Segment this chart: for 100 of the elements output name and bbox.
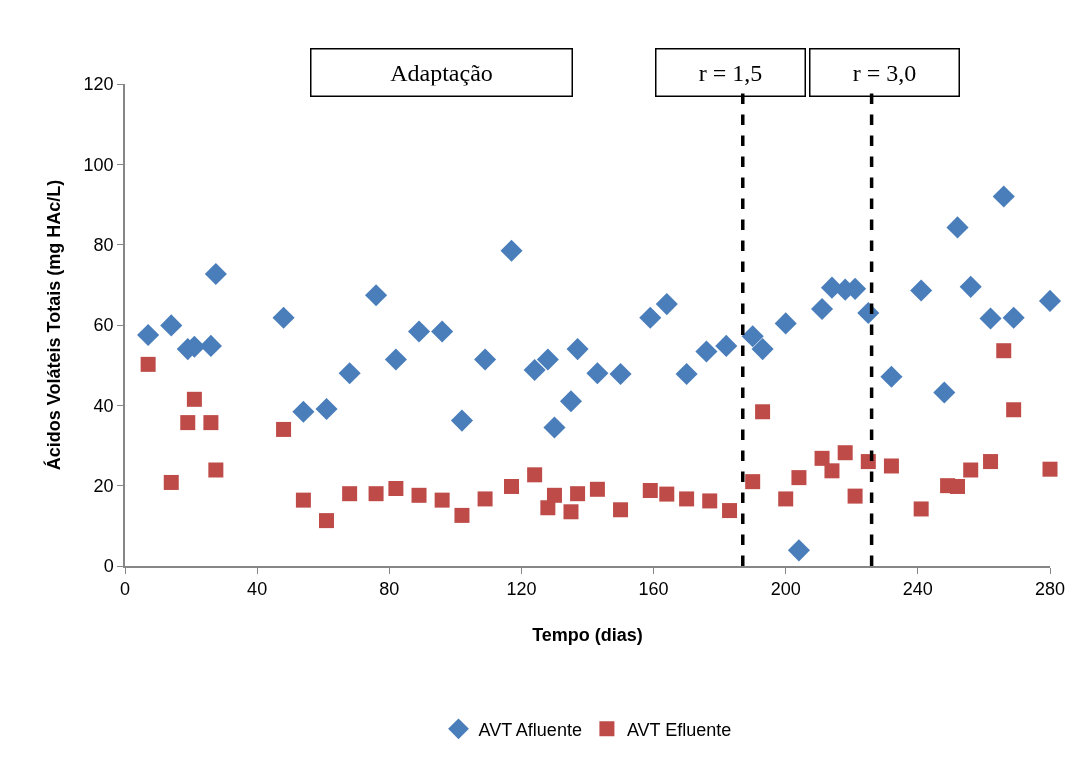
point <box>837 445 853 461</box>
legend-label: AVT Afluente <box>478 719 582 740</box>
point <box>272 306 295 329</box>
y-tick-label: 120 <box>83 74 114 95</box>
point <box>543 416 566 439</box>
point <box>860 454 876 470</box>
point <box>563 504 579 520</box>
x-tick-label: 0 <box>119 579 131 600</box>
point <box>883 458 899 474</box>
point <box>751 338 774 361</box>
point <box>913 501 929 517</box>
point <box>655 293 678 316</box>
point <box>295 492 311 508</box>
point <box>388 480 404 496</box>
point <box>199 334 222 357</box>
point <box>675 362 698 386</box>
point <box>774 312 797 335</box>
point <box>204 262 227 286</box>
point <box>979 307 1002 330</box>
point <box>814 450 830 466</box>
point <box>778 491 794 507</box>
x-tick-label: 120 <box>506 579 537 600</box>
point <box>702 493 718 509</box>
point <box>787 539 810 562</box>
point <box>500 239 523 262</box>
point <box>996 343 1012 359</box>
point <box>609 362 632 386</box>
point <box>180 415 196 431</box>
point <box>613 502 629 518</box>
legend-label: AVT Efluente <box>626 719 732 740</box>
point <box>570 486 586 502</box>
point <box>791 470 807 486</box>
point <box>546 487 562 503</box>
y-tick-label: 20 <box>93 475 114 496</box>
point <box>384 348 407 371</box>
y-tick-label: 40 <box>93 395 114 416</box>
point <box>504 478 520 494</box>
point <box>1006 402 1022 418</box>
point <box>407 320 431 343</box>
point <box>586 362 609 385</box>
annotation: r = 3,0 <box>852 59 917 86</box>
point <box>722 503 738 519</box>
point <box>639 306 662 329</box>
point <box>434 492 450 508</box>
point <box>527 467 543 483</box>
point <box>992 185 1015 208</box>
point <box>137 323 160 347</box>
point <box>695 340 718 363</box>
x-tick-label: 200 <box>770 579 801 600</box>
x-tick-label: 160 <box>638 579 669 600</box>
point <box>983 454 999 470</box>
point <box>959 275 982 298</box>
point <box>741 325 764 348</box>
point <box>368 486 384 502</box>
point <box>659 486 675 502</box>
y-tick-label: 80 <box>93 234 114 255</box>
point <box>276 421 292 437</box>
point <box>292 400 315 423</box>
point <box>642 482 658 498</box>
y-tick-label: 0 <box>103 556 114 577</box>
point <box>477 491 493 507</box>
point <box>589 481 605 497</box>
point <box>208 462 224 478</box>
point <box>824 463 840 479</box>
y-tick-label: 60 <box>93 315 114 336</box>
point <box>411 487 427 503</box>
point <box>847 488 863 504</box>
point <box>1002 306 1025 329</box>
point <box>523 358 546 382</box>
point <box>319 513 335 529</box>
point <box>365 284 388 307</box>
point <box>315 397 338 420</box>
y-axis-title: Ácidos Voláteis Totais (mg HAc/L) <box>43 179 65 471</box>
point <box>338 362 361 385</box>
point <box>450 409 474 432</box>
point <box>559 390 583 413</box>
point <box>811 297 834 320</box>
point <box>186 391 202 407</box>
x-axis-title: Tempo (dias) <box>532 624 643 645</box>
point <box>679 491 695 507</box>
point <box>1038 289 1062 312</box>
annotation: r = 1,5 <box>698 59 763 86</box>
x-tick-label: 280 <box>1034 579 1066 600</box>
point <box>880 365 903 388</box>
x-tick-label: 80 <box>379 579 400 600</box>
x-tick-label: 40 <box>247 579 268 600</box>
point <box>933 381 956 404</box>
point <box>474 348 497 371</box>
point <box>454 507 470 523</box>
point <box>566 338 589 361</box>
point <box>950 478 965 494</box>
point <box>715 334 738 357</box>
point <box>160 314 183 337</box>
point <box>431 320 454 343</box>
point <box>963 462 979 478</box>
point <box>946 216 969 239</box>
point <box>910 279 933 302</box>
annotation: Adaptação <box>390 59 493 86</box>
point <box>536 348 559 371</box>
point <box>342 486 358 502</box>
